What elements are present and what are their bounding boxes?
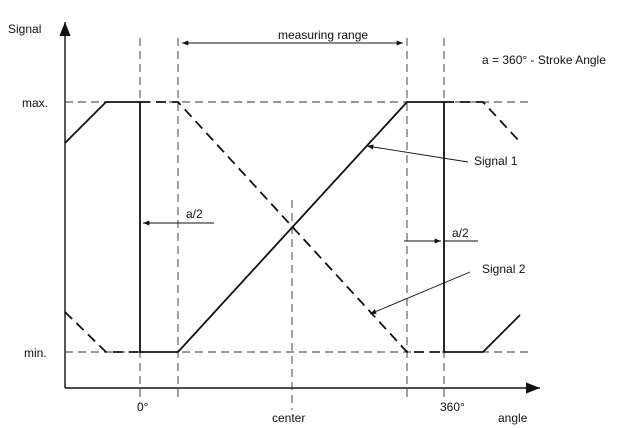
half-a-right-label: a/2	[452, 226, 469, 240]
formula-label: a = 360° - Stroke Angle	[482, 53, 606, 67]
full-rotation-label: 360°	[440, 400, 465, 414]
signal1-leader-line	[366, 144, 469, 163]
min-label: min.	[24, 346, 47, 360]
signal2-falling-ramp	[140, 101, 444, 353]
signal1-rising-ramp	[177, 101, 521, 353]
half-a-left-label: a/2	[186, 207, 203, 221]
y-axis-label: Signal	[8, 22, 41, 36]
zero-degree-label: 0°	[137, 400, 149, 414]
signal2-left-segment	[64, 311, 140, 353]
signal2-leader-line	[369, 271, 471, 315]
center-label: center	[272, 411, 305, 425]
x-axis-label: angle	[498, 411, 528, 425]
max-label: max.	[22, 96, 48, 110]
signal2-right-segment	[444, 101, 521, 143]
signal1-label: Signal 1	[474, 154, 518, 168]
signal2-label: Signal 2	[482, 262, 526, 276]
signal1-left-segment	[64, 101, 178, 353]
measuring-range-label: measuring range	[278, 28, 368, 42]
